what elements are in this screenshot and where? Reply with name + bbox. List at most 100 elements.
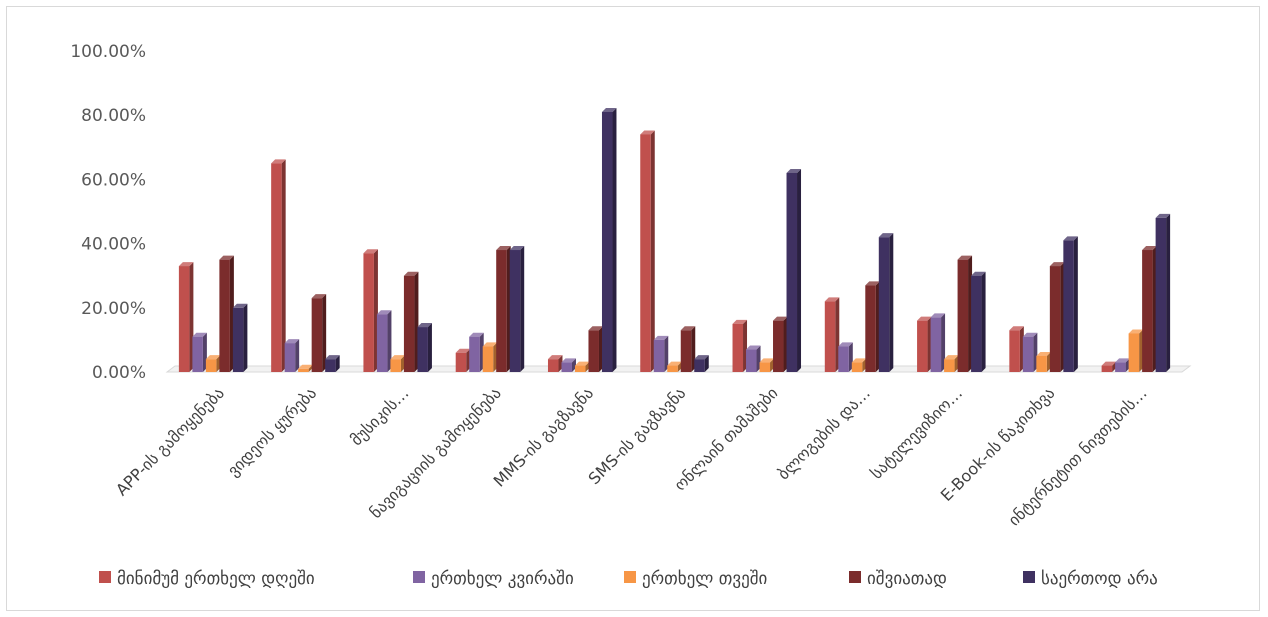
bar-top (878, 233, 894, 238)
bar-front (284, 343, 296, 372)
bar (680, 326, 696, 372)
bar-front (219, 259, 230, 372)
x-tick-label: სატელევიზიო… (867, 383, 966, 482)
bar-top (667, 361, 682, 366)
bar-front (824, 301, 836, 372)
bar-top (298, 364, 313, 369)
bar-side (889, 233, 894, 372)
bar (376, 310, 392, 372)
bar-top (957, 255, 973, 260)
bar-side (427, 323, 432, 372)
bar (1142, 246, 1157, 372)
bar (1036, 351, 1051, 372)
y-tick-label: 40.00% (81, 235, 146, 255)
bar (1022, 332, 1038, 372)
bar (653, 335, 669, 372)
bar-front (561, 362, 572, 372)
bar-front (509, 250, 521, 372)
bar-top (496, 246, 511, 251)
bar-front (1142, 250, 1153, 372)
bar-top (759, 358, 775, 363)
bar (469, 332, 484, 372)
bar-top (1115, 358, 1130, 363)
bar (1115, 358, 1130, 372)
bar-side (243, 303, 248, 372)
bar-top (1142, 246, 1157, 251)
bar-top (640, 130, 655, 135)
bar-front (1063, 240, 1074, 372)
bar-front (178, 266, 190, 372)
bar-top (192, 332, 207, 337)
bar (746, 345, 761, 372)
bar-front (376, 314, 388, 372)
legend-label: მინიმუმ ერთხელ დღეში (117, 569, 315, 589)
bar-front (232, 307, 244, 372)
bar-top (1022, 332, 1038, 337)
x-tick-label: ბლოგების და… (774, 383, 874, 483)
bar (417, 323, 432, 372)
bar (732, 319, 748, 372)
bar (694, 355, 709, 372)
y-tick-label: 60.00% (81, 170, 146, 190)
bar-top (680, 326, 696, 331)
legend-label: ერთხელ კვირაში (431, 569, 574, 589)
bar-side (335, 355, 340, 372)
bar-side (797, 168, 802, 372)
bar (363, 249, 378, 372)
bar-top (390, 355, 405, 360)
bar-front (917, 320, 928, 372)
bar-top (1049, 262, 1065, 267)
bar-front (653, 339, 665, 372)
bar-top (271, 159, 286, 164)
bar-front (851, 362, 863, 372)
bar-top (786, 168, 802, 173)
y-tick-label: 100.00% (70, 42, 146, 62)
bar-front (838, 346, 849, 372)
bar-front (311, 298, 323, 372)
bar-top (205, 355, 221, 360)
bar-top (1128, 329, 1144, 334)
bar-top (561, 358, 576, 363)
bar-side (322, 294, 327, 372)
bar (271, 159, 286, 372)
x-tick-label: ვიდეოს ყურება (224, 383, 321, 480)
bar-top (509, 246, 525, 251)
bar (482, 342, 498, 372)
bar-top (588, 326, 603, 331)
bar (284, 339, 300, 372)
bar-front (773, 320, 784, 372)
bar-top (1063, 236, 1078, 241)
legend-swatch (624, 571, 636, 583)
legend-swatch (1023, 571, 1035, 583)
bar-top (574, 361, 590, 366)
bar-top (455, 348, 471, 353)
legend-item: ერთხელ თვეში (624, 569, 767, 589)
bar (311, 294, 327, 372)
x-tick-label: ონლაინ თამაშები (670, 383, 781, 494)
bar-front (878, 237, 890, 372)
bar-front (1036, 355, 1047, 372)
bar-side (981, 271, 986, 372)
bar-front (1101, 365, 1113, 372)
legend-label: საერთოდ არა (1041, 569, 1158, 589)
bar (192, 332, 207, 372)
bar-front (667, 365, 678, 372)
bar (1063, 236, 1078, 372)
bar (773, 316, 788, 372)
bar-side (612, 107, 617, 373)
bar (325, 355, 340, 372)
bar-front (971, 275, 982, 372)
bar (178, 262, 194, 372)
bar-side (664, 335, 669, 372)
bar-side (941, 313, 946, 372)
bar (786, 168, 802, 372)
bar-front (1009, 330, 1020, 372)
bar-top (944, 355, 959, 360)
bar-front (482, 346, 494, 372)
chart-frame: 0.00% 20.00% 40.00% 60.00% 80.00% 100.00% APP… (6, 6, 1260, 611)
legend-item: საერთოდ არა (1023, 569, 1158, 589)
x-tick-label: მუსიკის… (347, 383, 413, 449)
bar (878, 233, 894, 372)
bar-top (694, 355, 709, 360)
legend: მინიმუმ ერთხელ დღეში ერთხელ კვირაში ერთხელ… (99, 569, 1158, 589)
